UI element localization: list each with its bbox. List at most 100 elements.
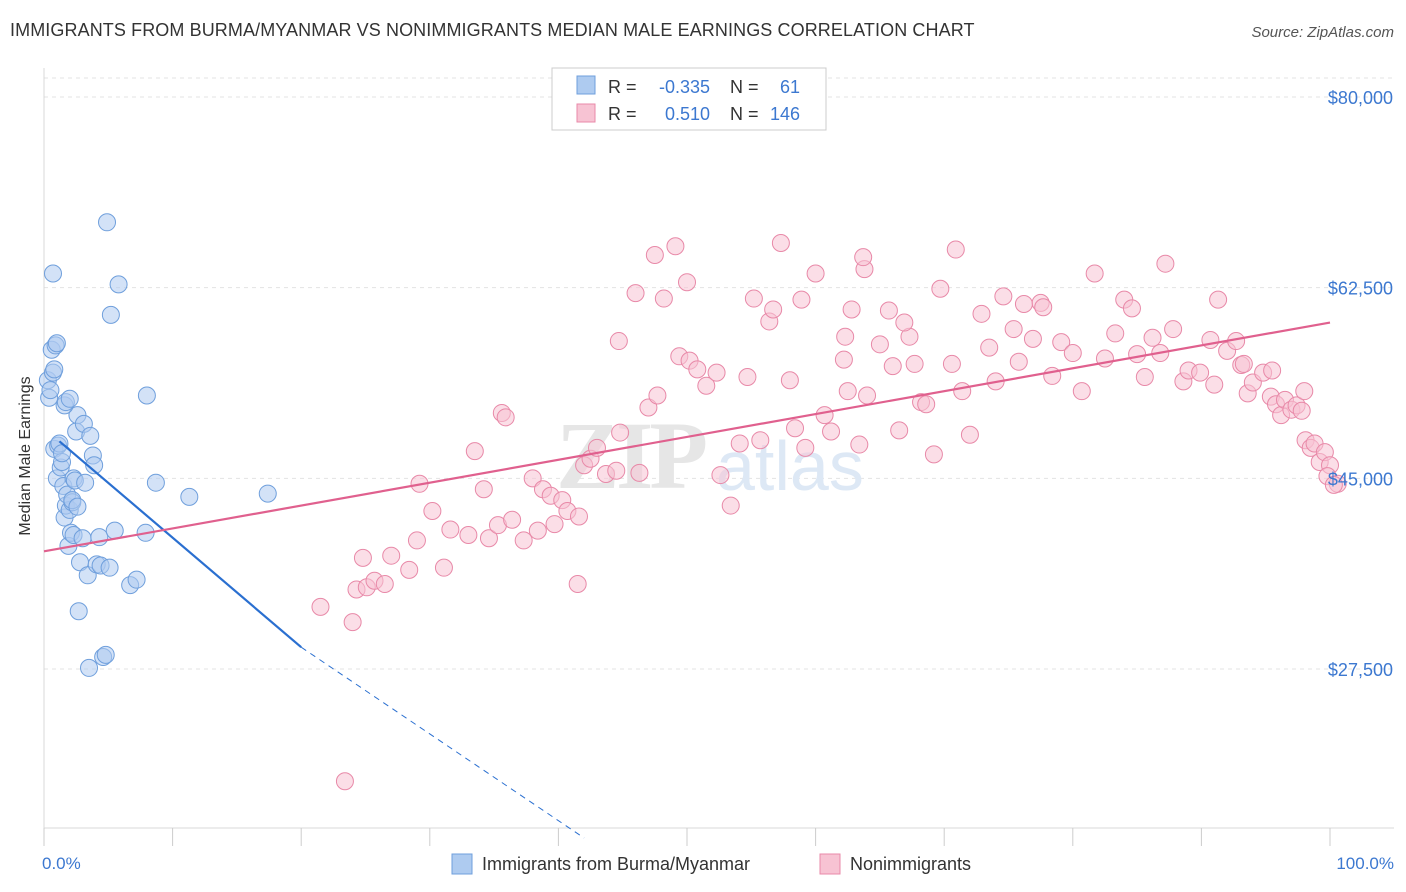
nonimmigrant-point-52 [730,434,749,453]
nonimmigrant-point-102 [1122,299,1141,318]
nonimmigrant-point-88 [1004,320,1023,339]
y-tick-label-3: $27,500 [1328,660,1393,680]
nonimmigrant-point-96 [1063,344,1082,363]
nonimmigrant-point-8 [382,546,401,565]
nonimmigrant-point-90 [1014,295,1033,314]
nonimmigrant-point-13 [434,558,453,577]
nonimmigrant-point-2 [343,613,362,632]
burma-point-49 [100,558,119,577]
nonimmigrant-point-39 [611,423,630,442]
nonimmigrant-point-41 [639,398,658,417]
y-tick-labels: $80,000 $62,500 $45,000 $27,500 [1328,88,1393,680]
nonimmigrant-point-40 [630,463,649,482]
nonimmigrant-point-48 [697,376,716,395]
legend-swatch-pink [576,103,596,123]
nonimmigrant-point-69 [850,435,869,454]
nonimmigrant-point-79 [917,395,936,414]
nonimmigrant-point-68 [842,300,861,319]
burma-point-34 [69,602,88,621]
nonimmigrant-point-136 [1295,382,1314,401]
nonimmigrant-point-28 [545,515,564,534]
legend-n-label-pink: N = [730,104,759,124]
trend-line-nonimmigrants [43,321,1331,553]
nonimmigrant-point-138 [1234,354,1253,373]
nonimmigrant-point-105 [1143,328,1162,347]
nonimmigrant-point-12 [423,502,442,521]
trend-line-burma-extension [300,646,585,839]
nonimmigrant-point-1 [335,772,354,791]
nonimmigrant-point-98 [1085,264,1104,283]
legend-r-label-pink: R = [608,104,637,124]
nonimmigrant-point-140 [946,240,965,259]
burma-point-40 [81,426,100,445]
burma-point-38 [76,473,95,492]
nonimmigrant-point-74 [883,357,902,376]
nonimmigrant-point-47 [688,360,707,379]
nonimmigrant-point-7 [375,575,394,594]
nonimmigrant-point-75 [890,421,909,440]
nonimmigrant-point-80 [924,445,943,464]
nonimmigrant-point-14 [441,520,460,539]
nonimmigrant-point-54 [744,289,763,308]
nonimmigrant-point-95 [1052,333,1071,352]
nonimmigrant-point-64 [815,406,834,425]
burma-point-2 [41,381,60,400]
bottom-legend-swatch-pink [819,853,841,875]
nonimmigrant-point-58 [771,233,790,252]
nonimmigrant-point-50 [711,466,730,485]
nonimmigrant-point-62 [796,438,815,457]
burma-point-7 [47,334,66,353]
burma-point-42 [85,456,104,475]
nonimmigrant-point-9 [400,560,419,579]
nonimmigrant-point-16 [465,442,484,461]
y-axis-title: Median Male Earnings [17,376,34,535]
nonimmigrant-point-72 [870,335,889,354]
x-ticks [43,828,1331,846]
legend-n-label-blue: N = [730,77,759,97]
trend-line-burma [58,440,302,649]
nonimmigrant-point-15 [459,525,478,544]
nonimmigrant-point-49 [707,363,726,382]
nonimmigrant-point-104 [1135,368,1154,387]
legend-n-value-blue: 61 [780,77,800,97]
bottom-legend: Immigrants from Burma/Myanmar Nonimmigra… [451,853,971,875]
nonimmigrant-point-37 [607,461,626,480]
nonimmigrant-point-23 [514,531,533,550]
y-tick-label-1: $62,500 [1328,279,1393,299]
nonimmigrant-point-18 [479,529,498,548]
nonimmigrant-point-51 [721,496,740,515]
nonimmigrant-point-10 [407,531,426,550]
nonimmigrant-point-0 [311,597,330,616]
nonimmigrant-point-22 [503,510,522,529]
nonimmigrant-point-17 [474,480,493,499]
nonimmigrant-point-21 [496,408,515,427]
nonimmigrant-point-91 [1023,329,1042,348]
nonimmigrant-point-44 [666,237,685,256]
burma-point-55 [137,386,156,405]
nonimmigrant-point-32 [568,575,587,594]
series-nonimmigrants [311,233,1347,791]
legend-r-value-blue: -0.335 [659,77,710,97]
nonimmigrant-point-103 [1128,345,1147,364]
nonimmigrant-point-108 [1164,320,1183,339]
nonimmigrant-point-83 [960,425,979,444]
nonimmigrant-point-31 [569,507,588,526]
nonimmigrant-point-126 [1292,401,1311,420]
burma-point-53 [127,570,146,589]
nonimmigrant-point-107 [1156,254,1175,273]
burma-point-30 [60,389,79,408]
nonimmigrant-point-147 [626,284,645,303]
legend-r-value-pink: 0.510 [665,104,710,124]
nonimmigrant-point-142 [895,313,914,332]
nonimmigrant-point-82 [953,382,972,401]
nonimmigrant-point-42 [648,386,667,405]
nonimmigrant-point-63 [806,264,825,283]
bottom-legend-swatch-blue [451,853,473,875]
trend-lines [43,321,1331,839]
nonimmigrant-point-85 [980,338,999,357]
burma-point-57 [180,487,199,506]
burma-point-33 [68,497,87,516]
nonimmigrant-point-87 [994,287,1013,306]
bottom-legend-label-pink: Nonimmigrants [850,854,971,874]
